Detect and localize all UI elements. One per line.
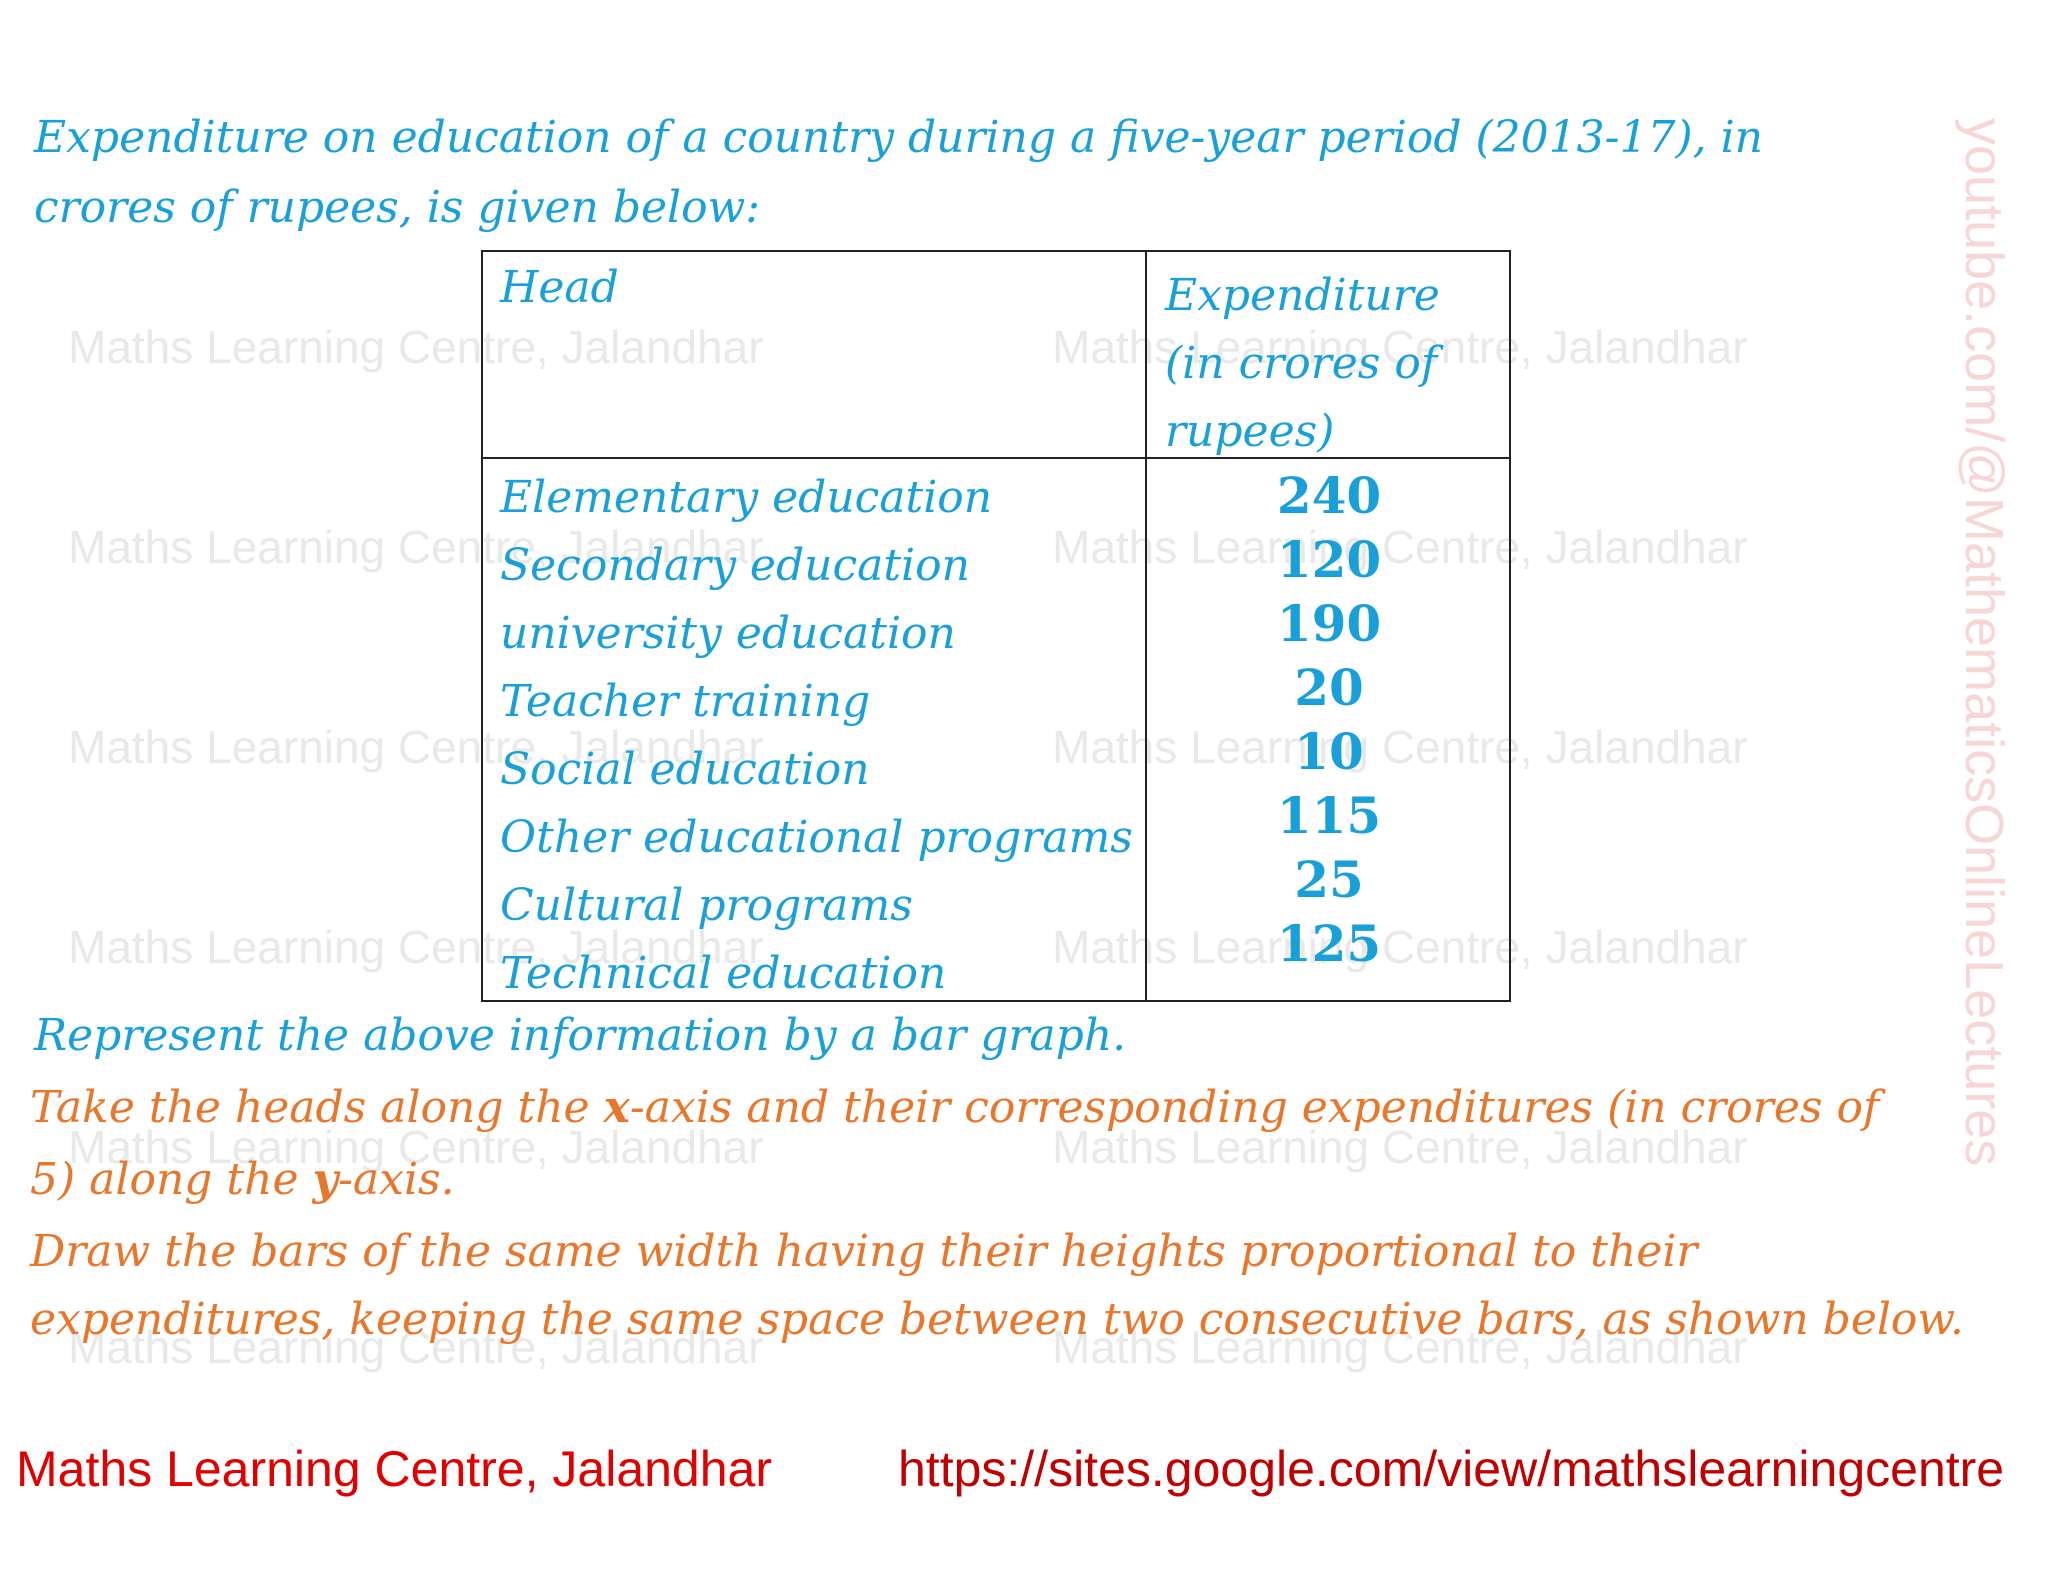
watermark-text: Maths Learning Centre, Jalandhar xyxy=(1052,1121,1748,1173)
table-row-value: 25 xyxy=(1294,850,1364,909)
take-text-c: 5) along the xyxy=(30,1154,313,1205)
header-divider xyxy=(483,457,1509,459)
draw-instruction-line-2: expenditures, keeping the same space bet… xyxy=(30,1294,1964,1345)
table-row-head: Elementary education xyxy=(500,472,993,523)
y-variable: y xyxy=(312,1154,339,1205)
table-row-value: 20 xyxy=(1294,658,1364,717)
table-row-value: 115 xyxy=(1276,786,1382,845)
footer-url: https://sites.google.com/view/mathslearn… xyxy=(898,1441,2005,1497)
table-row-head: Teacher training xyxy=(500,676,871,727)
watermark-text: Maths Learning Centre, Jalandhar xyxy=(1052,921,1748,973)
table-row-value: 120 xyxy=(1276,530,1382,589)
watermark-text: Maths Learning Centre, Jalandhar xyxy=(1052,321,1748,373)
draw-instruction-line-1: Draw the bars of the same width having t… xyxy=(30,1226,1698,1277)
table-row-head: Technical education xyxy=(500,948,947,999)
table-row-head: Secondary education xyxy=(500,540,970,591)
expenditure-table: Head Expenditure (in crores of rupees) E… xyxy=(481,250,1511,1002)
watermark-text: Maths Learning Centre, Jalandhar xyxy=(68,921,764,973)
watermark-text: Maths Learning Centre, Jalandhar xyxy=(1052,521,1748,573)
watermark-text: Maths Learning Centre, Jalandhar xyxy=(68,1121,764,1173)
take-text-a: Take the heads along the xyxy=(30,1082,604,1133)
table-row-value: 125 xyxy=(1276,914,1382,973)
header-expenditure: Expenditure (in crores of rupees) xyxy=(1165,270,1440,457)
table-row-head: Other educational programs xyxy=(500,812,1133,863)
table-row-head: Cultural programs xyxy=(500,880,913,931)
watermark-text: Maths Learning Centre, Jalandhar xyxy=(68,721,764,773)
take-text-b: -axis and their corresponding expenditur… xyxy=(629,1082,1880,1133)
take-instruction-line-1: Take the heads along the x-axis and thei… xyxy=(30,1082,1879,1133)
head-column: Elementary education Secondary education… xyxy=(500,464,1133,1008)
table-row-head: university education xyxy=(500,608,956,659)
header-head: Head xyxy=(500,262,619,313)
intro-line-2: crores of rupees, is given below: xyxy=(34,182,761,233)
represent-instruction: Represent the above information by a bar… xyxy=(34,1010,1127,1061)
table-row-head: Social education xyxy=(500,744,870,795)
take-text-d: -axis. xyxy=(338,1154,455,1205)
footer-centre-name: Maths Learning Centre, Jalandhar xyxy=(16,1441,773,1497)
watermark-text: Maths Learning Centre, Jalandhar xyxy=(1052,721,1748,773)
watermark-text: Maths Learning Centre, Jalandhar xyxy=(68,521,764,573)
side-watermark: youtube.com/@MathematicsOnlineLectures xyxy=(1954,118,2014,1167)
column-divider xyxy=(1145,252,1147,1000)
watermark-text: Maths Learning Centre, Jalandhar xyxy=(1052,1321,1748,1373)
table-row-value: 10 xyxy=(1294,722,1364,781)
value-column: 240 120 190 20 10 115 25 125 xyxy=(1147,464,1511,976)
watermark-text: Maths Learning Centre, Jalandhar xyxy=(68,321,764,373)
watermark-text: Maths Learning Centre, Jalandhar xyxy=(68,1321,764,1373)
x-variable: x xyxy=(603,1082,630,1133)
table-row-value: 190 xyxy=(1276,594,1382,653)
take-instruction-line-2: 5) along the y-axis. xyxy=(30,1154,455,1205)
table-row-value: 240 xyxy=(1276,466,1382,525)
intro-line-1: Expenditure on education of a country du… xyxy=(34,112,1764,163)
